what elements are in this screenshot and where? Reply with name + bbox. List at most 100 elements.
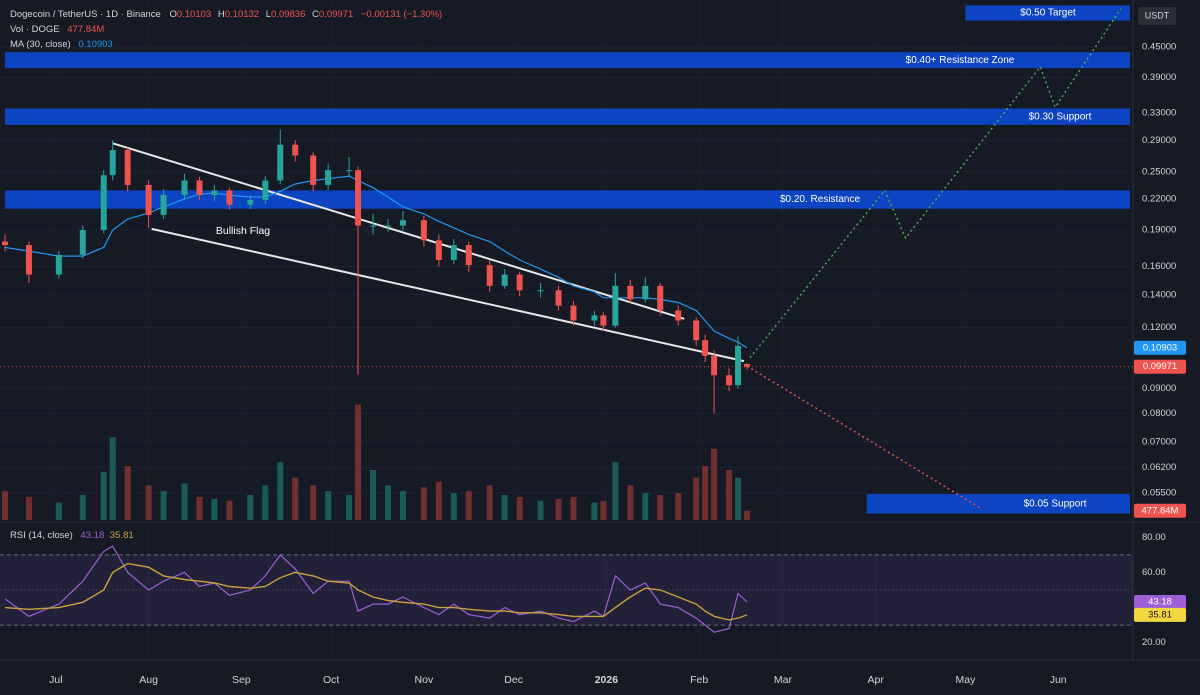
volume-bar — [124, 466, 131, 520]
y-tick-label: 0.05500 — [1142, 487, 1176, 498]
x-tick-label: May — [956, 674, 977, 686]
volume-bar — [657, 495, 664, 520]
zone-label: $0.50 Target — [1020, 8, 1076, 19]
y-tick-label: 0.09000 — [1142, 383, 1176, 394]
candle-body — [642, 285, 649, 300]
flag-line — [112, 142, 685, 320]
candle-body — [277, 144, 284, 181]
volume-bar — [145, 485, 152, 520]
volume-bar — [675, 493, 682, 520]
ohlc-value: 0.09971 — [319, 9, 353, 20]
y-tick-label: 0.39000 — [1142, 72, 1176, 83]
rsi-last: 43.18 — [80, 530, 104, 541]
volume-bar — [181, 483, 188, 520]
volume-name: Vol · DOGE — [10, 24, 60, 35]
ma-badge-label: 0.10903 — [1143, 342, 1177, 353]
volume-bar — [465, 491, 472, 520]
volume-bar — [384, 485, 391, 520]
volume-bar — [726, 470, 733, 520]
volume-bar — [211, 498, 218, 520]
volume-bar — [262, 485, 269, 520]
y-tick-label: 0.19000 — [1142, 225, 1176, 236]
candle-body — [450, 245, 457, 260]
ohlc-value: 0.09836 — [271, 9, 305, 20]
volume-bar — [109, 437, 116, 520]
volume-bar — [420, 487, 427, 520]
candle-body — [744, 363, 751, 367]
ma-badge — [1134, 340, 1186, 355]
volume-bar — [570, 496, 577, 520]
volume-bar — [100, 471, 107, 520]
volume-last: 477.84M — [67, 24, 104, 35]
projection-line — [746, 365, 981, 509]
change-label: −0.00131 (−1.30%) — [361, 9, 442, 20]
volume-bar — [486, 485, 493, 520]
ma-last: 0.10903 — [78, 39, 112, 50]
volume-bar — [435, 481, 442, 520]
x-tick-label: Aug — [139, 674, 158, 686]
rsi-line — [4, 545, 748, 633]
candle-body — [702, 340, 709, 356]
candle-body — [325, 170, 332, 185]
candle-body — [124, 150, 131, 185]
volume-bar — [516, 496, 523, 520]
rsi-badge-label: 43.18 — [1148, 596, 1172, 607]
candle-body — [226, 190, 233, 205]
x-tick-label: Sep — [232, 674, 251, 686]
rsi-tick-label: 80.00 — [1142, 532, 1166, 543]
candle-body — [516, 274, 523, 291]
volume-bar — [355, 404, 362, 520]
x-tick-label: Feb — [690, 674, 708, 686]
volume-bar — [160, 491, 167, 520]
candle-body — [570, 305, 577, 321]
candle-body — [555, 290, 562, 306]
x-tick-label: Nov — [415, 674, 434, 686]
volume-bar — [247, 495, 254, 520]
candle-body — [310, 155, 317, 185]
volume-bar — [277, 462, 284, 520]
candle-body — [160, 195, 167, 215]
flag-line — [151, 227, 745, 363]
x-tick-label: 2026 — [595, 674, 619, 686]
volume-badge-label: 477.84M — [1142, 505, 1179, 516]
volume-bar — [79, 495, 86, 520]
plot-layer: 0.45000 0.39000 0.33000 0.29000 0.25000 0.220… — [0, 5, 1186, 686]
candle-body — [370, 225, 377, 227]
volume-bar — [370, 470, 377, 520]
volume-bar — [55, 502, 62, 520]
currency-label[interactable]: USDT — [1145, 10, 1170, 20]
rsi-ma-badge — [1134, 607, 1186, 622]
zone-label: $0.05 Support — [1024, 498, 1087, 509]
candle-body — [501, 274, 508, 286]
volume-bar — [711, 448, 718, 520]
rsi-legend: RSI (14, close) 43.18 35.81 — [10, 530, 134, 541]
volume-bar — [196, 496, 203, 520]
ohlc-value: 0.10132 — [225, 9, 259, 20]
candle-body — [247, 199, 254, 205]
candle-body — [711, 355, 718, 376]
candle-body — [627, 285, 634, 300]
volume-bar — [325, 491, 332, 520]
volume-bar — [292, 477, 299, 520]
volume-bar — [555, 498, 562, 520]
candle-body — [181, 180, 188, 196]
candle-body — [196, 180, 203, 196]
candle-body — [145, 184, 152, 215]
volume-bar — [693, 477, 700, 520]
currency-badge[interactable] — [1138, 7, 1176, 25]
volume-bar — [627, 485, 634, 520]
ohlc-key: H — [218, 9, 225, 20]
candle-body — [79, 230, 86, 255]
volume-bar — [310, 485, 317, 520]
zone — [5, 108, 1130, 125]
zone — [965, 5, 1130, 21]
y-tick-label: 0.33000 — [1142, 107, 1176, 118]
y-tick-label: 0.22000 — [1142, 193, 1176, 204]
volume-bar — [399, 491, 406, 520]
volume-bar — [744, 510, 751, 520]
candle-body — [693, 320, 700, 341]
candle-body — [486, 265, 493, 286]
candle-body — [420, 220, 427, 241]
